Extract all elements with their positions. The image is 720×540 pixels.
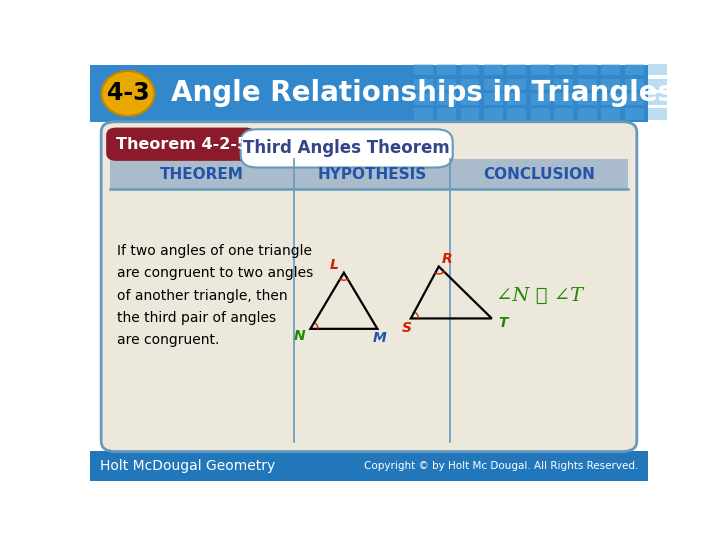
FancyBboxPatch shape — [106, 127, 256, 161]
FancyBboxPatch shape — [554, 93, 573, 105]
FancyBboxPatch shape — [461, 109, 480, 120]
Text: THEOREM: THEOREM — [160, 167, 243, 181]
FancyBboxPatch shape — [437, 64, 456, 75]
FancyBboxPatch shape — [101, 122, 637, 451]
FancyBboxPatch shape — [577, 109, 597, 120]
Text: Theorem 4-2-5: Theorem 4-2-5 — [116, 137, 248, 152]
FancyBboxPatch shape — [413, 93, 433, 105]
FancyBboxPatch shape — [554, 78, 573, 90]
FancyBboxPatch shape — [531, 109, 550, 120]
Text: Angle Relationships in Triangles: Angle Relationships in Triangles — [171, 79, 674, 107]
FancyBboxPatch shape — [508, 78, 526, 90]
FancyBboxPatch shape — [437, 93, 456, 105]
FancyBboxPatch shape — [601, 64, 620, 75]
FancyBboxPatch shape — [624, 93, 644, 105]
Text: 4-3: 4-3 — [107, 82, 149, 105]
Text: N: N — [294, 329, 305, 343]
FancyBboxPatch shape — [531, 78, 550, 90]
Text: If two angles of one triangle
are congruent to two angles
of another triangle, t: If two angles of one triangle are congru… — [117, 244, 313, 347]
FancyBboxPatch shape — [601, 93, 620, 105]
FancyBboxPatch shape — [554, 109, 573, 120]
FancyBboxPatch shape — [508, 64, 526, 75]
Ellipse shape — [102, 71, 155, 116]
FancyBboxPatch shape — [437, 78, 456, 90]
FancyBboxPatch shape — [109, 159, 629, 189]
Text: Holt McDougal Geometry: Holt McDougal Geometry — [100, 458, 275, 472]
FancyBboxPatch shape — [601, 78, 620, 90]
FancyBboxPatch shape — [484, 78, 503, 90]
FancyBboxPatch shape — [484, 93, 503, 105]
Text: S: S — [401, 321, 411, 335]
Text: HYPOTHESIS: HYPOTHESIS — [318, 167, 426, 181]
FancyBboxPatch shape — [577, 78, 597, 90]
FancyBboxPatch shape — [413, 109, 433, 120]
FancyBboxPatch shape — [413, 64, 433, 75]
FancyBboxPatch shape — [484, 109, 503, 120]
FancyBboxPatch shape — [577, 93, 597, 105]
Text: Copyright © by Holt Mc Dougal. All Rights Reserved.: Copyright © by Holt Mc Dougal. All Right… — [364, 461, 638, 471]
FancyBboxPatch shape — [624, 78, 644, 90]
FancyBboxPatch shape — [90, 65, 648, 122]
FancyBboxPatch shape — [624, 109, 644, 120]
FancyBboxPatch shape — [531, 64, 550, 75]
FancyBboxPatch shape — [648, 64, 667, 75]
FancyBboxPatch shape — [577, 64, 597, 75]
FancyBboxPatch shape — [508, 109, 526, 120]
FancyBboxPatch shape — [648, 93, 667, 105]
FancyBboxPatch shape — [461, 64, 480, 75]
FancyBboxPatch shape — [437, 109, 456, 120]
Text: ∠N ≅ ∠T: ∠N ≅ ∠T — [495, 287, 582, 305]
Text: R: R — [441, 252, 452, 266]
FancyBboxPatch shape — [531, 93, 550, 105]
FancyBboxPatch shape — [484, 64, 503, 75]
Text: M: M — [373, 331, 387, 345]
FancyBboxPatch shape — [461, 78, 480, 90]
Text: CONCLUSION: CONCLUSION — [483, 167, 595, 181]
FancyBboxPatch shape — [648, 109, 667, 120]
FancyBboxPatch shape — [90, 451, 648, 481]
FancyBboxPatch shape — [413, 78, 433, 90]
FancyBboxPatch shape — [601, 109, 620, 120]
FancyBboxPatch shape — [624, 64, 644, 75]
Text: Third Angles Theorem: Third Angles Theorem — [243, 139, 450, 157]
FancyBboxPatch shape — [240, 129, 453, 167]
FancyBboxPatch shape — [461, 93, 480, 105]
Text: L: L — [330, 258, 338, 272]
FancyBboxPatch shape — [554, 64, 573, 75]
FancyBboxPatch shape — [508, 93, 526, 105]
Text: T: T — [498, 315, 508, 329]
FancyBboxPatch shape — [648, 78, 667, 90]
